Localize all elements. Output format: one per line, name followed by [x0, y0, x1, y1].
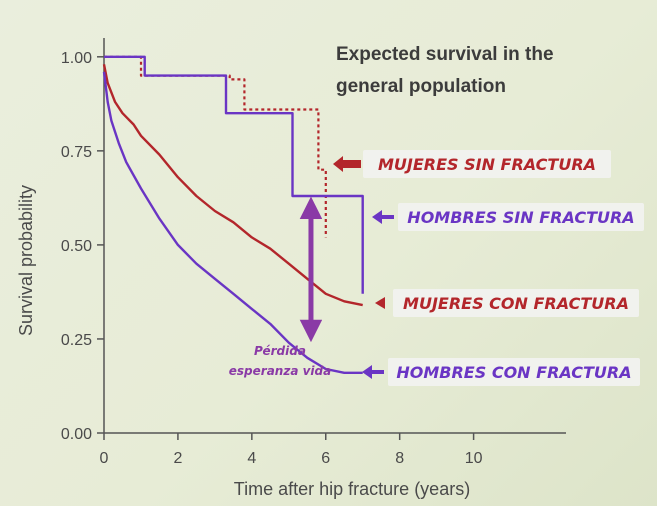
legend-tag: HOMBRES CON FRACTURA: [362, 358, 640, 386]
chart-heading: Expected survival in the general populat…: [336, 44, 554, 97]
x-tick-label: 8: [395, 450, 404, 467]
legend-tag-label: HOMBRES SIN FRACTURA: [407, 208, 634, 227]
y-axis-label: Survival probability: [16, 185, 36, 336]
y-tick-label: 0.50: [61, 238, 92, 255]
legend-tag: MUJERES CON FRACTURA: [375, 289, 639, 317]
pointer-arrow: [333, 156, 361, 172]
annotation-label-line: esperanza vida: [229, 364, 331, 378]
legend-tag-background: [393, 289, 639, 317]
legend-tags: MUJERES SIN FRACTURA HOMBRES SIN FRACTURA…: [333, 150, 644, 386]
series-line-3: [102, 64, 363, 307]
legend-tag-background: [388, 358, 640, 386]
y-tick-label: 0.75: [61, 144, 92, 161]
pointer-arrow: [362, 365, 384, 379]
legend-tag-background: [363, 150, 611, 178]
legend-tag-label: HOMBRES CON FRACTURA: [396, 363, 631, 382]
x-tick-label: 2: [173, 450, 182, 467]
legend-tag-background: [398, 203, 644, 231]
legend-tag-label: MUJERES CON FRACTURA: [403, 294, 629, 313]
y-tick-label: 0.00: [61, 426, 92, 443]
series-layer: [102, 55, 364, 374]
chart-title-line-2: general population: [336, 76, 506, 97]
annotation-layer: Pérdida esperanza vida: [229, 196, 331, 378]
x-tick-label: 10: [465, 450, 483, 467]
y-tick-label: 1.00: [61, 50, 92, 67]
legend-tag-label: MUJERES SIN FRACTURA: [378, 155, 596, 174]
x-tick-label: 4: [247, 450, 256, 467]
legend-tag: MUJERES SIN FRACTURA: [333, 150, 611, 178]
x-tick-label: 0: [100, 450, 109, 467]
x-axis-label: Time after hip fracture (years): [234, 479, 470, 499]
series-line-4: [102, 71, 363, 374]
pointer-arrow: [375, 297, 385, 309]
annotation-label-line: Pérdida: [254, 344, 306, 358]
chart-title-line-1: Expected survival in the: [336, 44, 554, 65]
chart-axes: 0.00 0.25 0.50 0.75 1.00 0 2 4 6 8 10 Time after hi…: [16, 38, 566, 499]
legend-tag: HOMBRES SIN FRACTURA: [372, 203, 644, 231]
y-tick-label: 0.25: [61, 332, 92, 349]
series-line-2: [104, 55, 364, 294]
series-line-1: [104, 55, 327, 238]
pointer-arrow: [372, 210, 394, 224]
x-tick-label: 6: [321, 450, 330, 467]
